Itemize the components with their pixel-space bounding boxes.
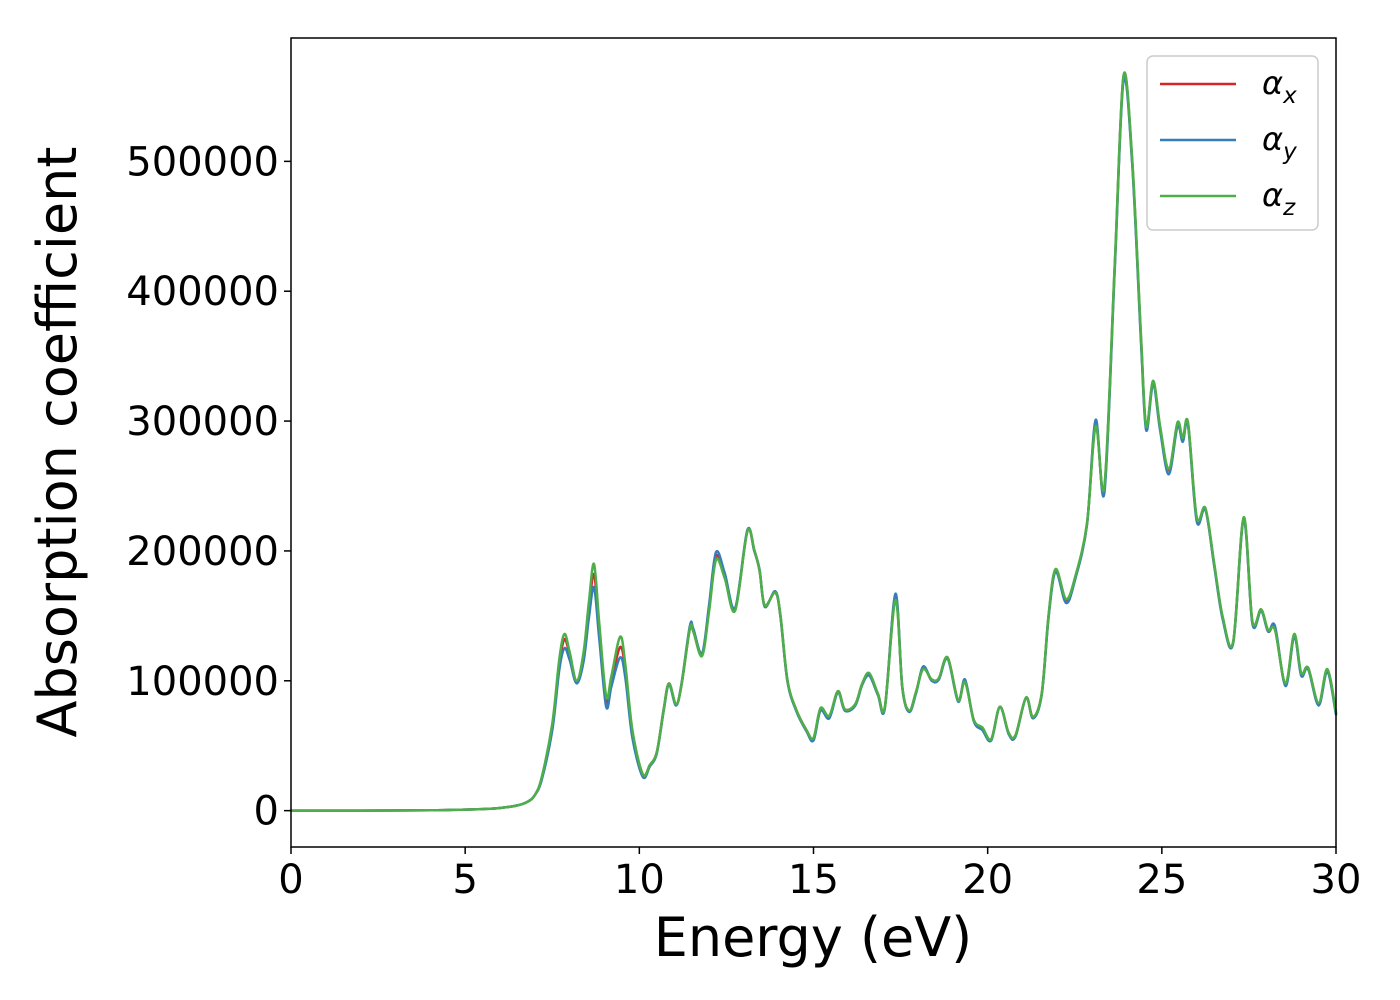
legend-label-x: αx (1262, 64, 1297, 109)
y-tick-label: 200000 (126, 529, 279, 575)
series-line-z (289, 71, 1338, 812)
x-tick-label: 20 (962, 857, 1013, 903)
x-tick-label: 25 (1136, 857, 1187, 903)
y-tick-label: 500000 (126, 139, 279, 185)
x-axis-title: Energy (eV) (654, 906, 973, 969)
x-tick-label: 15 (788, 857, 839, 903)
x-tick-label: 0 (278, 857, 303, 903)
y-axis-title: Absorption coefficient (26, 147, 89, 738)
y-tick-label: 400000 (126, 269, 279, 315)
legend-box (1146, 55, 1319, 231)
y-tick-label: 100000 (126, 659, 279, 705)
y-tick-label: 300000 (126, 399, 279, 445)
x-tick-label: 10 (614, 857, 665, 903)
series-line-y (289, 76, 1338, 812)
x-tick-label: 30 (1311, 857, 1362, 903)
y-tick-label: 0 (254, 789, 279, 835)
legend: αx αy αz (1146, 55, 1319, 231)
legend-label-y: αy (1262, 120, 1297, 165)
x-tick-label: 5 (452, 857, 477, 903)
y-axis: 0 100000 200000 300000 400000 500000 (126, 139, 291, 835)
x-axis: 0 5 10 15 20 25 30 (278, 847, 1361, 903)
legend-label-z: αz (1262, 176, 1296, 221)
series-layer (289, 71, 1338, 812)
